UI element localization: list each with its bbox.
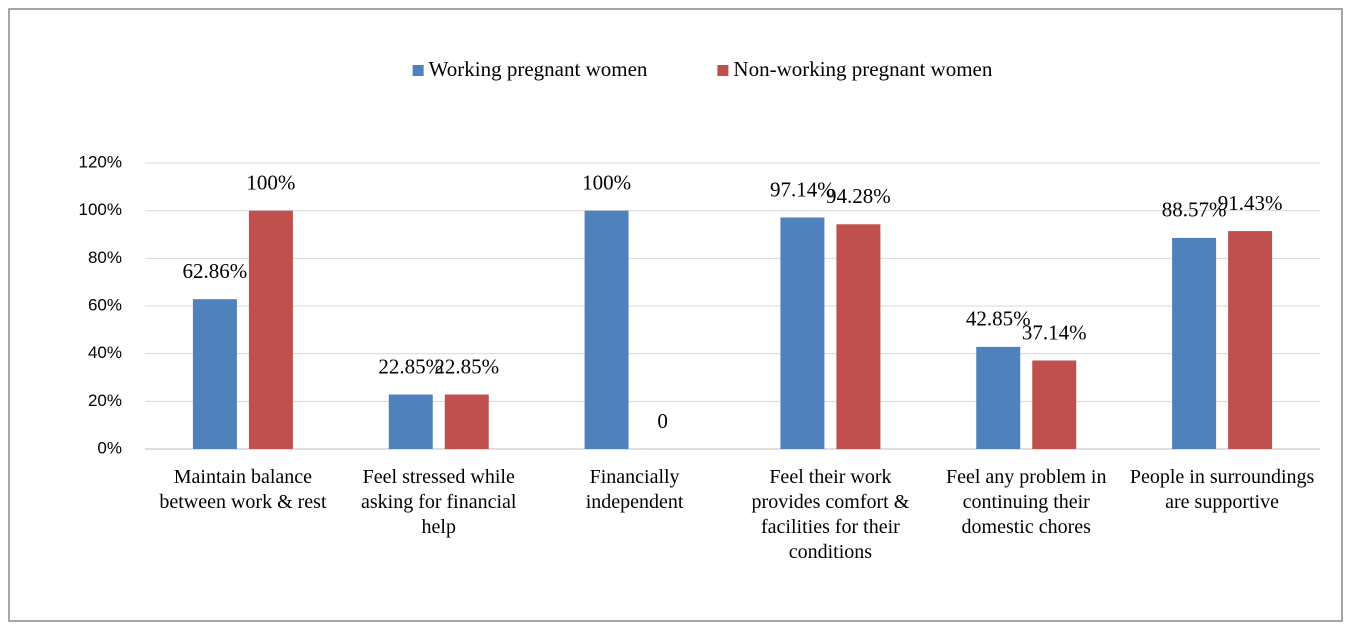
x-tick-label-box: People in surroundings are supportive: [1129, 466, 1315, 513]
bar: [1228, 231, 1273, 449]
bar: [444, 394, 489, 449]
legend-label: Working pregnant women: [429, 57, 648, 81]
x-tick-label-box: Feel their work provides comfort & facil…: [751, 466, 910, 563]
data-label: 22.85%: [378, 354, 443, 378]
x-tick-label-box: Maintain balance between work & rest: [159, 466, 327, 513]
data-label: 62.86%: [183, 259, 248, 283]
data-label: 100%: [246, 170, 295, 194]
legend-swatch: [717, 65, 729, 76]
data-label: 37.14%: [1022, 320, 1087, 344]
legend-swatch: [412, 65, 424, 76]
bar: [836, 224, 881, 449]
legend-label: Non-working pregnant women: [733, 57, 992, 81]
y-tick-label: 100%: [79, 200, 122, 219]
x-tick-label: Feel their work provides comfort & facil…: [751, 466, 910, 563]
y-tick-label: 60%: [88, 295, 122, 314]
data-label: 0: [657, 409, 668, 433]
data-label: 42.85%: [966, 307, 1031, 331]
x-tick-label: Financially independent: [585, 466, 684, 513]
legend-item: Non-working pregnant women: [717, 57, 993, 81]
bar: [248, 210, 293, 449]
bar: [388, 394, 433, 449]
bar: [584, 210, 629, 449]
bar: [976, 346, 1021, 449]
x-tick-label: Feel any problem in continuing their dom…: [945, 466, 1107, 538]
y-tick-label: 120%: [79, 152, 122, 171]
data-label: 100%: [582, 170, 631, 194]
data-label: 97.14%: [770, 177, 835, 201]
data-label: 88.57%: [1162, 198, 1227, 222]
data-label: 22.85%: [434, 354, 499, 378]
y-tick-label: 80%: [88, 248, 122, 267]
data-label: 91.43%: [1218, 191, 1283, 215]
y-tick-label: 40%: [88, 343, 122, 362]
x-tick-label: People in surroundings are supportive: [1129, 466, 1315, 513]
x-tick-label: Feel stressed while asking for financial…: [360, 466, 517, 538]
bar: [1032, 360, 1077, 449]
x-tick-label: Maintain balance between work & rest: [159, 466, 327, 513]
x-tick-label-box: Feel any problem in continuing their dom…: [945, 466, 1107, 538]
y-tick-label: 0%: [97, 438, 122, 457]
bar: [1172, 237, 1217, 449]
x-tick-label-box: Financially independent: [585, 466, 684, 513]
data-label: 94.28%: [826, 184, 891, 208]
x-tick-label-box: Feel stressed while asking for financial…: [360, 466, 517, 538]
bar: [780, 217, 825, 449]
y-tick-label: 20%: [88, 391, 122, 410]
bar: [192, 299, 237, 449]
legend-item: Working pregnant women: [412, 57, 648, 81]
